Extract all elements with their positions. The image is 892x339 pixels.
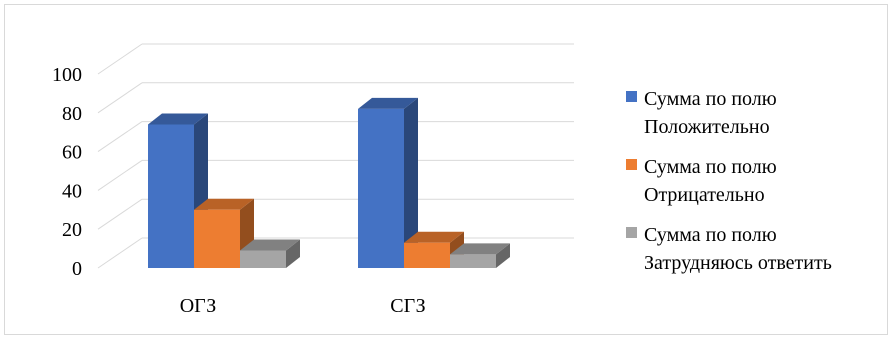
bar-front (148, 124, 194, 268)
legend-swatch-negative (626, 159, 637, 170)
gridline-depth (97, 159, 143, 191)
bar-front (194, 209, 240, 268)
legend-label-line2: Отрицательно (644, 184, 765, 206)
legend: Сумма по полю Положительно Сумма по полю О… (626, 85, 886, 289)
legend-label-line2: Положительно (644, 116, 770, 138)
y-tick-label: 20 (62, 219, 82, 241)
legend-label-line1: Сумма по полю (644, 156, 777, 178)
legend-label-line2: Затрудняюсь ответить (644, 252, 832, 274)
y-tick-label: 0 (72, 258, 82, 280)
gridline-depth (97, 237, 143, 269)
legend-item-positive: Сумма по полю Положительно (626, 85, 886, 153)
x-category-label: ОГЗ (180, 295, 217, 317)
bar-front (240, 250, 286, 268)
bar-side (404, 97, 418, 268)
bar-top (450, 243, 510, 255)
bar-0-2 (240, 239, 300, 268)
legend-item-negative: Сумма по полю Отрицательно (626, 153, 886, 221)
bar-front (358, 108, 404, 268)
y-tick-label: 60 (62, 142, 82, 164)
bar-side (286, 239, 300, 268)
y-tick-label: 40 (62, 180, 82, 202)
gridline-depth (97, 198, 143, 230)
legend-label-line1: Сумма по полю (644, 88, 777, 110)
legend-item-undecided: Сумма по полю Затрудняюсь ответить (626, 221, 886, 289)
bar-top (194, 198, 254, 210)
bar-top (404, 231, 464, 243)
legend-label-line1: Сумма по полю (644, 224, 777, 246)
bar-0-1 (194, 198, 254, 268)
bar-top (240, 239, 300, 251)
y-tick-label: 100 (52, 64, 82, 86)
bar-top (148, 113, 208, 125)
x-category-label: СГЗ (390, 295, 425, 317)
bar-front (404, 242, 450, 268)
legend-swatch-positive (626, 91, 637, 102)
bar-front (450, 254, 496, 268)
gridline-depth (97, 121, 143, 153)
bar-1-0 (358, 97, 418, 268)
gridline-depth (97, 82, 143, 114)
gridline-depth (97, 43, 143, 75)
legend-swatch-undecided (626, 227, 637, 238)
bar-1-2 (450, 243, 510, 268)
bar-side (496, 243, 510, 268)
y-tick-label: 80 (62, 103, 82, 125)
bar-top (358, 97, 418, 109)
